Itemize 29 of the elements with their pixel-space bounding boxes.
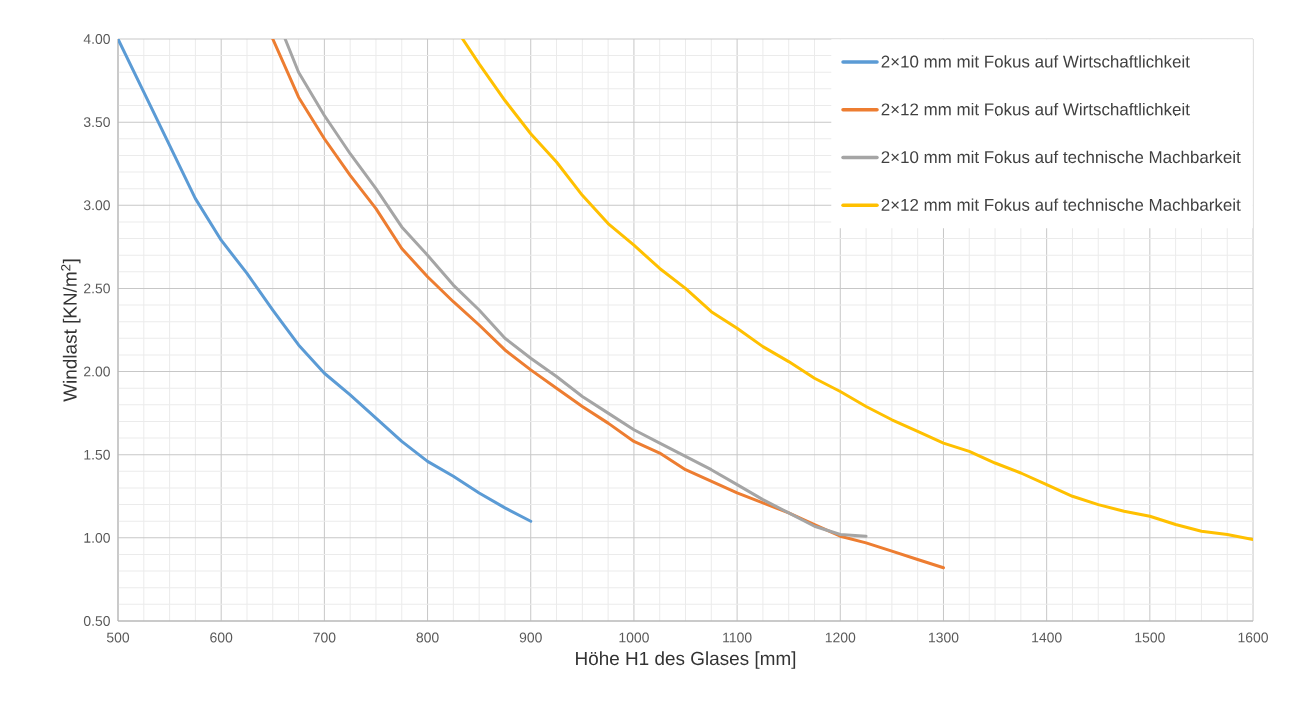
x-tick-label: 500: [106, 632, 130, 643]
x-tick-label: 800: [416, 632, 439, 643]
y-tick-label: 3.00: [83, 200, 110, 211]
y-tick-label: 4.00: [83, 34, 110, 44]
x-tick-label: 1000: [619, 632, 649, 643]
legend-label: 2×10 mm mit Fokus auf Wirtschaftlichkeit: [881, 55, 1190, 68]
x-tick-label: 900: [519, 632, 542, 643]
x-tick-label: 1600: [1238, 632, 1268, 643]
y-tick-label: 0.50: [83, 616, 110, 626]
x-tick-label: 1300: [929, 632, 959, 643]
y-tick-label: 1.00: [84, 532, 110, 543]
line-series: [461, 38, 1254, 542]
x-tick-label: 600: [210, 632, 233, 643]
y-tick-label: 3.50: [83, 117, 110, 128]
y-tick-label: 1.50: [84, 449, 110, 460]
x-tick-label: 1400: [1032, 632, 1062, 643]
legend-label: 2×12 mm mit Fokus auf Wirtschaftlichkeit: [881, 102, 1190, 116]
x-tick-label: 700: [313, 632, 336, 643]
line-series: [118, 38, 533, 523]
y-tick-label: 2.00: [84, 366, 110, 377]
x-tick-label: 1500: [1135, 632, 1165, 643]
x-axis-title: Höhe H1 des Glases [mm]: [576, 651, 796, 669]
y-tick-label: 2.50: [84, 283, 110, 294]
x-tick-label: 1200: [825, 632, 856, 643]
legend-label: 2×10 mm mit Fokus auf technische Machbarkeit: [881, 150, 1241, 164]
line-series: [283, 38, 868, 538]
legend-label: 2×12 mm mit Fokus auf technische Machbarkeit: [881, 198, 1241, 211]
y-axis-title: Windlast [KN/m$^{2}$]: [61, 259, 81, 402]
x-tick-label: 1100: [723, 632, 752, 643]
